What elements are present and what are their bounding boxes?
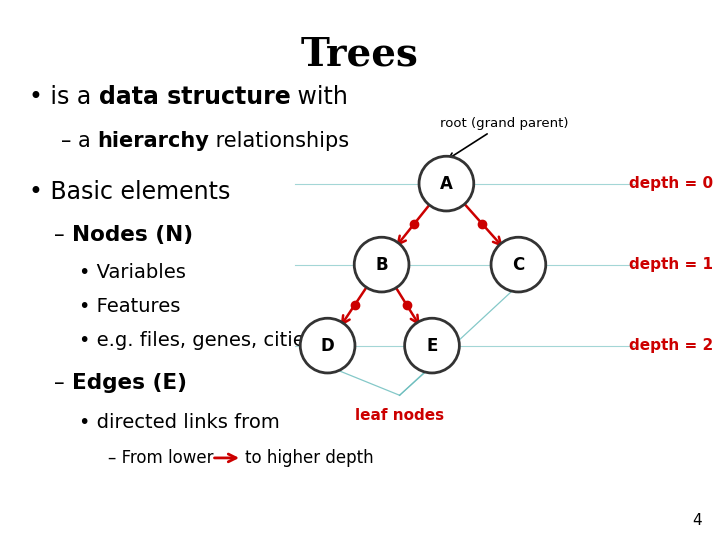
Text: Nodes (N): Nodes (N) (71, 225, 193, 245)
Text: – From lower: – From lower (108, 449, 214, 467)
Text: to higher depth: to higher depth (245, 449, 374, 467)
Text: • Basic elements: • Basic elements (29, 180, 230, 204)
Text: depth = 0: depth = 0 (629, 176, 713, 191)
Text: B: B (375, 255, 388, 274)
Text: root (grand parent): root (grand parent) (440, 117, 568, 158)
Text: – a: – a (61, 131, 98, 152)
Ellipse shape (354, 237, 409, 292)
Text: leaf nodes: leaf nodes (355, 408, 444, 423)
Ellipse shape (419, 156, 474, 211)
Text: with: with (290, 85, 348, 109)
Text: • is a: • is a (29, 85, 99, 109)
Text: D: D (320, 336, 335, 355)
Text: • Variables: • Variables (79, 263, 186, 282)
Text: –: – (54, 225, 71, 245)
Text: C: C (512, 255, 525, 274)
Text: E: E (426, 336, 438, 355)
Text: relationships: relationships (210, 131, 350, 152)
Text: data structure: data structure (99, 85, 290, 109)
Ellipse shape (300, 318, 355, 373)
Text: • Features: • Features (79, 297, 181, 316)
Text: • directed links from: • directed links from (79, 413, 280, 432)
Text: • e.g. files, genes, cities: • e.g. files, genes, cities (79, 331, 315, 350)
Text: 4: 4 (693, 513, 702, 528)
Text: –: – (54, 373, 71, 394)
Ellipse shape (405, 318, 459, 373)
Text: depth = 1: depth = 1 (629, 257, 713, 272)
Ellipse shape (491, 237, 546, 292)
Text: A: A (440, 174, 453, 193)
Text: Trees: Trees (301, 35, 419, 73)
Text: Edges (E): Edges (E) (71, 373, 186, 394)
Text: depth = 2: depth = 2 (629, 338, 713, 353)
Text: hierarchy: hierarchy (98, 131, 210, 152)
